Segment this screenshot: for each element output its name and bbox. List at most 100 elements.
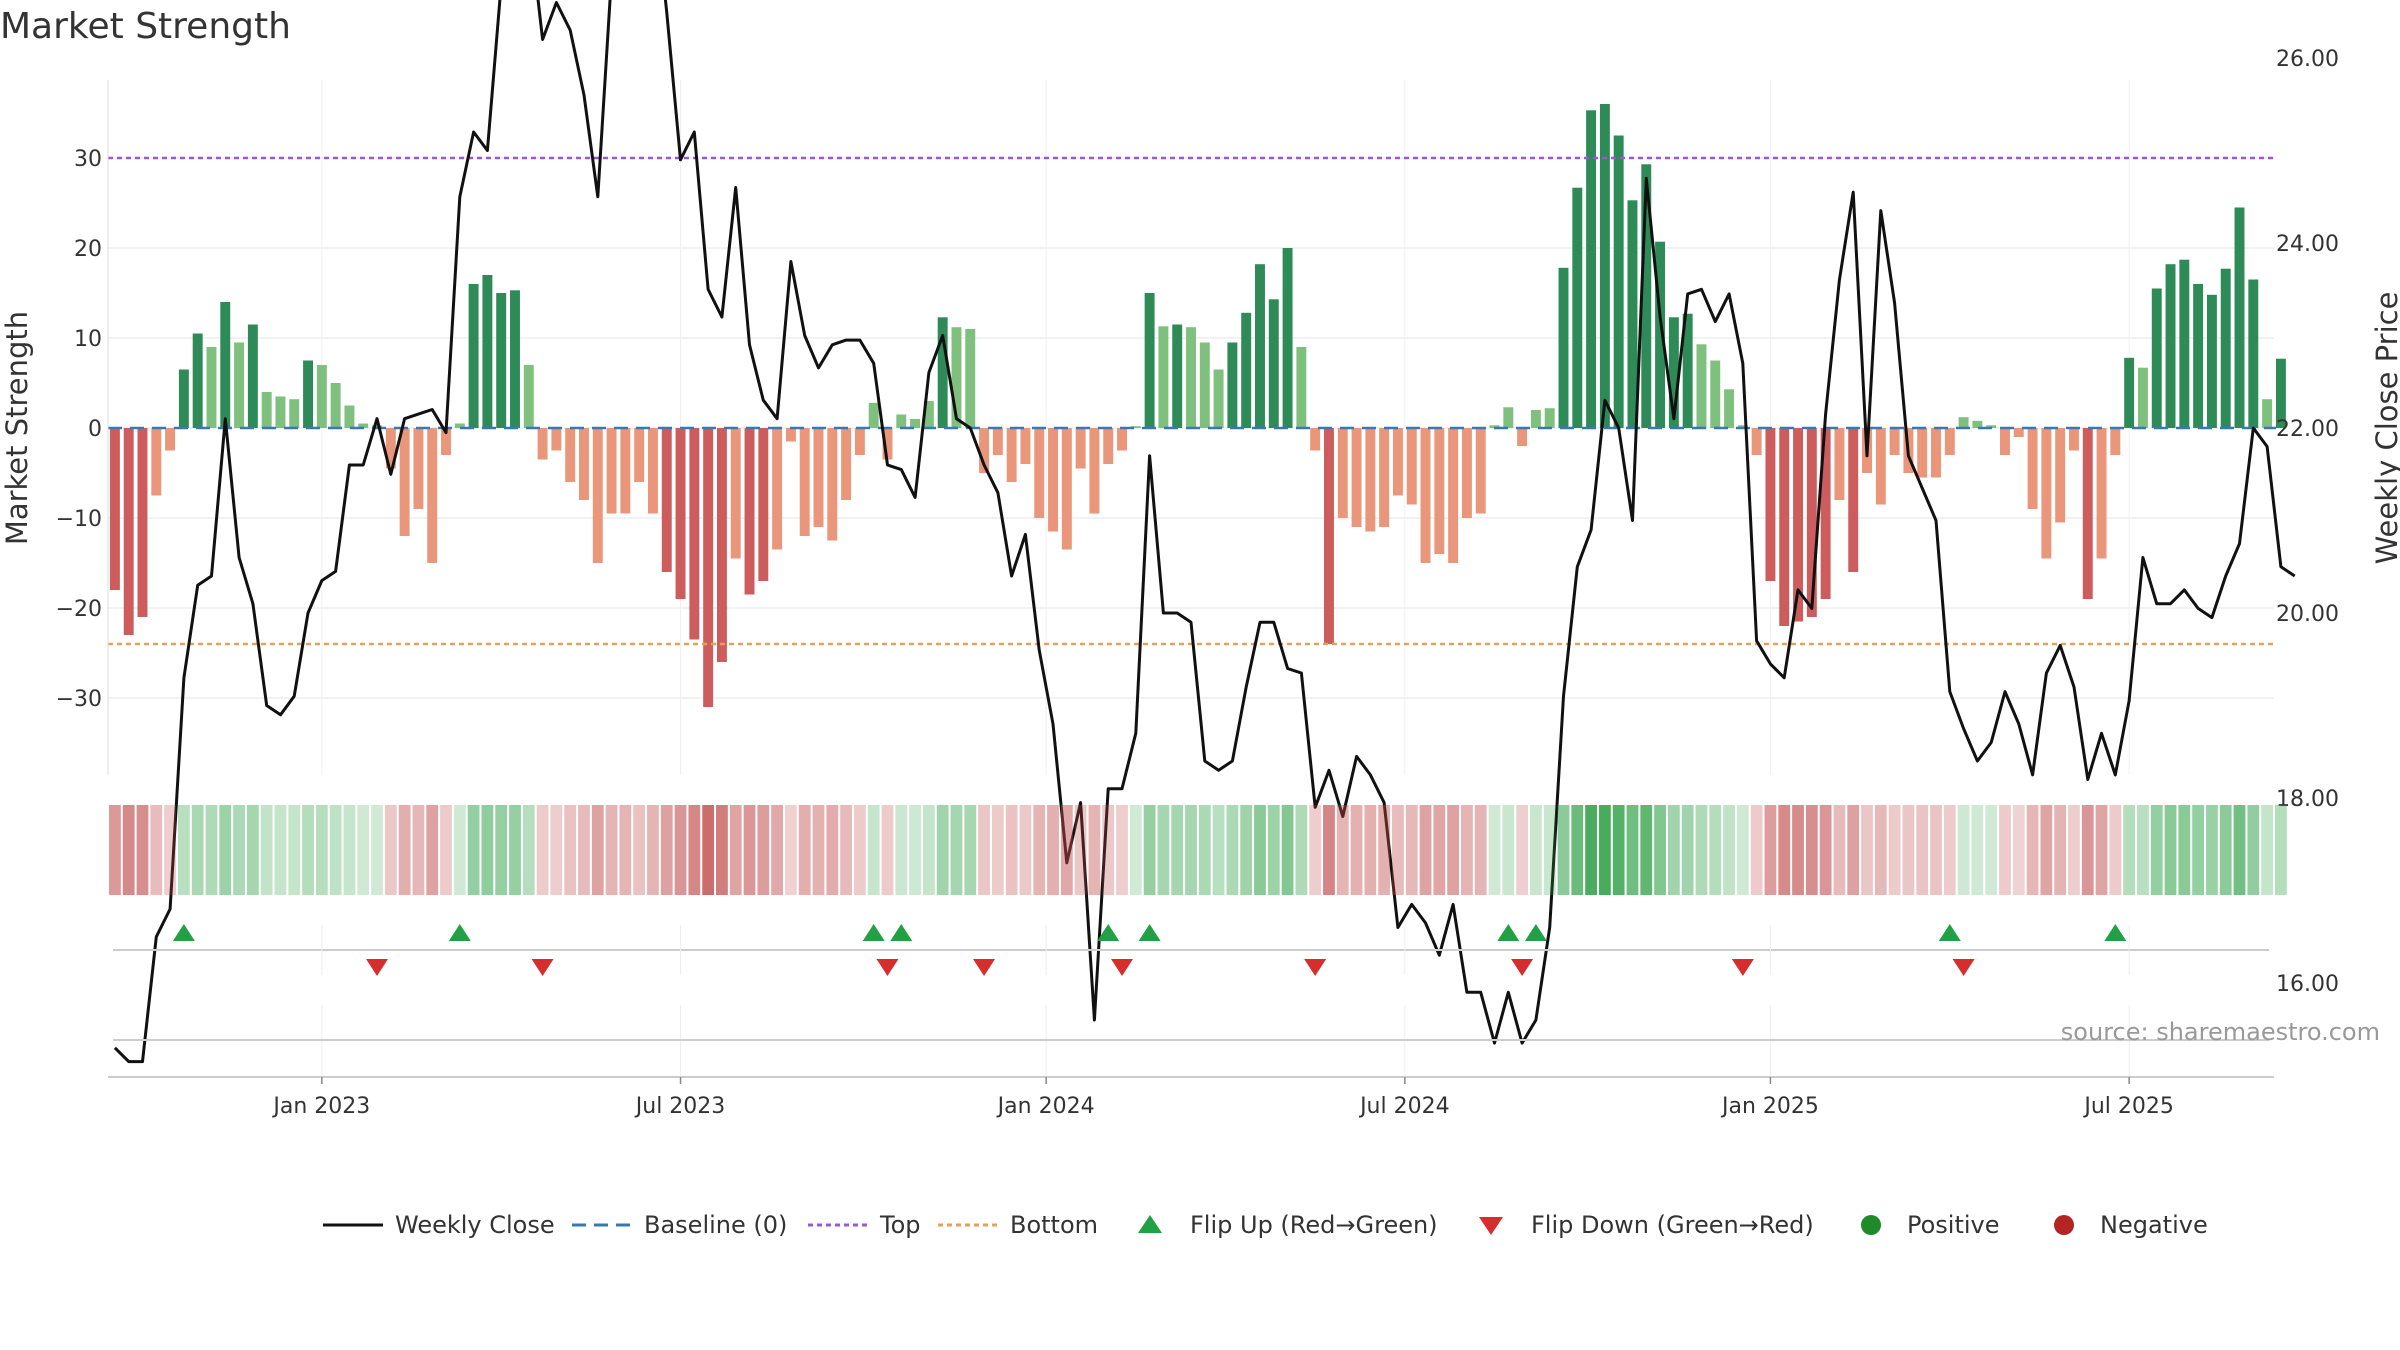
- strength-bar: [1048, 428, 1059, 532]
- heat-cell: [260, 805, 273, 895]
- strength-bar: [1117, 428, 1127, 451]
- strength-bar: [454, 423, 465, 428]
- heat-cell: [1861, 805, 1873, 895]
- heat-cell: [922, 805, 935, 895]
- legend-label: Top: [879, 1211, 921, 1239]
- strength-bar: [206, 347, 217, 428]
- heat-cell: [1240, 805, 1253, 895]
- strength-bar: [1586, 110, 1597, 429]
- strength-bar: [1268, 299, 1279, 428]
- heat-cell: [1792, 805, 1804, 895]
- flip-down-marker: [973, 959, 996, 976]
- strength-bar: [1089, 428, 1100, 514]
- heat-cell: [1212, 805, 1225, 895]
- strength-bar: [1034, 428, 1045, 518]
- heat-cell: [1571, 805, 1584, 895]
- strength-bar: [1765, 428, 1776, 581]
- heat-cell: [1267, 805, 1280, 895]
- heat-cell: [881, 805, 894, 895]
- weekly-close-series: [113, 0, 2296, 1064]
- heat-cell: [1129, 805, 1142, 895]
- heat-cell: [674, 805, 687, 895]
- source-credit: source: sharemaestro.com: [2061, 1018, 2380, 1046]
- strength-bar: [827, 428, 838, 541]
- heat-cell: [329, 805, 342, 895]
- heat-cell: [1750, 805, 1763, 895]
- strength-bars: [109, 104, 2286, 707]
- flip-up-marker: [1497, 924, 1520, 941]
- heat-cell: [1695, 805, 1708, 895]
- strength-bar: [1103, 428, 1114, 464]
- heat-cell: [1847, 805, 1860, 895]
- heat-cell: [1805, 805, 1818, 895]
- strength-bar: [923, 401, 934, 428]
- heat-cell: [1309, 805, 1322, 895]
- heat-cell: [1364, 805, 1377, 895]
- strength-bar: [1806, 428, 1817, 617]
- flip-up-marker: [172, 924, 195, 941]
- y-axis-left-label: Market Strength: [0, 311, 34, 545]
- y-right-tick-label: 18.00: [2276, 787, 2339, 812]
- strength-bar: [1875, 428, 1886, 505]
- y-left-tick-label: −10: [56, 507, 102, 532]
- strength-bar: [2179, 259, 2190, 428]
- strength-bar: [882, 428, 893, 460]
- flip-up-marker: [1097, 924, 1120, 941]
- heat-cell: [233, 805, 245, 895]
- flip-up-marker: [862, 924, 885, 941]
- strength-bar: [137, 428, 148, 617]
- strength-bar: [234, 342, 245, 428]
- heat-cell: [205, 805, 218, 895]
- strength-bar: [937, 317, 948, 428]
- legend-item: Flip Down (Green→Red): [1479, 1211, 1814, 1239]
- heat-cell: [1157, 805, 1170, 895]
- y-right-tick-label: 20.00: [2276, 602, 2339, 627]
- strength-bar: [1337, 428, 1348, 518]
- heat-cell: [1999, 805, 2011, 895]
- heat-cell: [619, 805, 632, 895]
- strength-bar: [854, 428, 865, 455]
- strength-bar: [2068, 428, 2079, 451]
- heat-cell: [1723, 805, 1735, 895]
- flip-down-marker: [1731, 959, 1754, 976]
- heat-cell: [1143, 805, 1156, 895]
- legend-circle-icon: [1861, 1215, 1881, 1235]
- heat-cell: [1419, 805, 1432, 895]
- strength-bar: [2027, 428, 2038, 509]
- strength-bar: [910, 419, 921, 428]
- heat-cell: [1543, 805, 1556, 895]
- heat-cell: [2261, 805, 2273, 895]
- legend-item: Negative: [2054, 1211, 2208, 1239]
- flip-up-marker: [1138, 924, 1161, 941]
- legend-flip-up-icon: [1138, 1215, 1162, 1233]
- strength-bar: [1944, 428, 1955, 455]
- heat-cell: [1667, 805, 1680, 895]
- strength-bar: [1255, 264, 1265, 428]
- heat-cell: [426, 805, 439, 895]
- heat-cell: [1392, 805, 1404, 895]
- strength-bar: [634, 428, 645, 482]
- heat-cell: [2275, 805, 2287, 895]
- strength-bar: [123, 428, 134, 635]
- heat-cell: [109, 805, 121, 895]
- heat-cell: [2192, 805, 2205, 895]
- heat-cell: [757, 805, 770, 895]
- strength-bar: [1448, 428, 1459, 563]
- strength-bar: [2234, 207, 2245, 428]
- heat-cell: [1378, 805, 1391, 895]
- strength-bar: [1144, 293, 1155, 428]
- y-left-tick-label: 20: [74, 237, 102, 262]
- strength-bar: [1282, 248, 1293, 428]
- strength-bar: [1075, 428, 1086, 469]
- heat-cell: [1447, 805, 1460, 895]
- strength-bar: [109, 428, 120, 590]
- strength-bar: [441, 428, 451, 455]
- strength-bar: [482, 275, 493, 428]
- heat-cell: [688, 805, 701, 895]
- heat-cell: [2164, 805, 2177, 895]
- heat-cell: [1433, 805, 1446, 895]
- strength-bar: [1323, 428, 1334, 644]
- strength-bar: [1834, 428, 1845, 500]
- strength-bar: [2193, 284, 2204, 428]
